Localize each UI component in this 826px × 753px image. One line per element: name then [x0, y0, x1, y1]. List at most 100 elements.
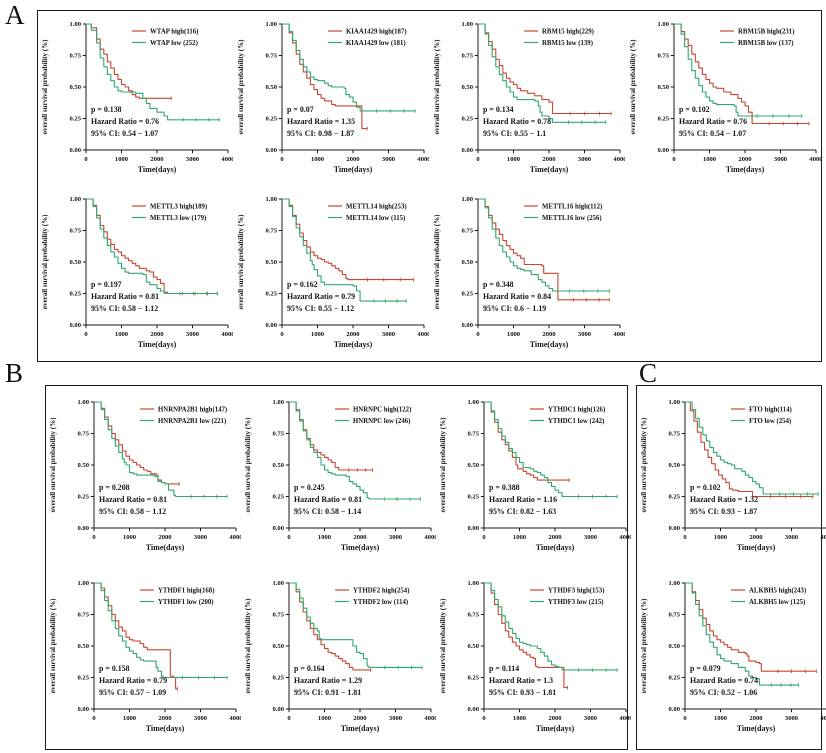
x-tick-label: 0: [92, 715, 96, 722]
y-tick-label: 1.00: [272, 399, 284, 406]
survival-curve-low: [685, 401, 819, 495]
y-axis-title: overall survival probability (%): [629, 38, 637, 134]
panel-label-c: C: [639, 358, 658, 388]
x-axis-title: Time(days): [725, 165, 764, 174]
y-tick-label: 0.75: [272, 430, 284, 437]
x-tick-label: 3000: [389, 534, 403, 541]
stats-annotation: p = 0.134: [483, 105, 514, 114]
panel-b-box: 1.00 0.75 0.50 0.25 0.00 0 1000 2000 3000 4000 Tim…: [45, 385, 631, 750]
survival-curve-high: [282, 197, 414, 280]
y-tick-label: 0.50: [467, 643, 479, 650]
x-tick-label: 0: [92, 534, 96, 541]
x-tick-label: 4000: [229, 715, 241, 722]
y-axis-title: overall survival probability (%): [640, 417, 648, 513]
x-axis-title: Time(days): [530, 340, 569, 349]
stats-annotation: p = 0.138: [91, 105, 122, 114]
y-tick-label: 0.25: [461, 290, 473, 297]
y-tick-label: 0.75: [461, 227, 473, 234]
stats-annotation: Hazard Ratio = 0.78: [483, 117, 551, 126]
x-tick-label: 3000: [578, 331, 592, 338]
legend-label-high: ALKBH5 high(243): [749, 588, 806, 595]
legend-label-low: YTHDC1 low (242): [548, 418, 604, 425]
y-tick-label: 0.25: [266, 115, 278, 122]
survival-curve-high: [484, 582, 568, 689]
subplot-KIAA1429: 1.00 0.75 0.50 0.25 0.00 0 1000 2000 3000 4000 Tim…: [234, 11, 430, 186]
km-plot-YTHDF2: 1.00 0.75 0.50 0.25 0.000 1000 2000 3000 4000 Tim…: [244, 580, 436, 733]
x-axis-title: Time(days): [138, 165, 177, 174]
stats-annotation: Hazard Ratio = 1.35: [287, 117, 355, 126]
legend-label-low: METTL14 low (115): [346, 214, 405, 221]
km-plot-HNRNPC: 1.00 0.75 0.50 0.25 0.000 1000 2000 3000 4000 Tim…: [244, 399, 436, 552]
y-tick-label: 0.50: [272, 462, 284, 469]
y-tick-label: 0.25: [272, 675, 284, 682]
y-axis-title: overall survival probability (%): [41, 213, 49, 309]
y-tick-label: 0.50: [266, 84, 278, 91]
y-tick-label: 0.00: [272, 525, 284, 532]
x-tick-label: 2000: [158, 534, 172, 541]
y-axis-title: overall survival probability (%): [49, 598, 57, 694]
legend-label-high: KIAA1429 high(187): [346, 28, 407, 35]
km-plot-HNRNPA2B1: 1.00 0.75 0.50 0.25 0.000 1000 2000 3000 4000 Tim…: [49, 399, 241, 552]
km-plot-KIAA1429: 1.00 0.75 0.50 0.25 0.000 1000 2000 3000 4000 Tim…: [237, 21, 430, 174]
survival-curve-low: [477, 197, 610, 292]
x-tick-label: 4000: [613, 331, 625, 338]
km-plot-ALKBH5: 1.00 0.75 0.50 0.25 0.000 1000 2000 3000 4000 Tim…: [640, 580, 826, 733]
subplot-METTL3: 1.00 0.75 0.50 0.25 0.00 0 1000 2000 3000 4000 Tim…: [38, 186, 234, 361]
stats-annotation: 95% CI: 0.93 − 1.81: [489, 688, 556, 697]
survival-curve-low: [289, 401, 421, 500]
stats-annotation: 95% CI: 0.55 − 1.1: [483, 129, 546, 138]
survival-curve-high: [289, 401, 373, 471]
stats-annotation: p = 0.102: [690, 483, 721, 492]
x-tick-label: 3000: [785, 534, 799, 541]
y-tick-label: 0.75: [668, 430, 680, 437]
x-tick-label: 2000: [353, 534, 367, 541]
stats-annotation: p = 0.348: [483, 280, 514, 289]
x-tick-label: 1000: [115, 156, 129, 163]
x-tick-label: 4000: [222, 156, 234, 163]
y-tick-label: 0.25: [461, 115, 473, 122]
stats-annotation: Hazard Ratio = 1.32: [690, 495, 758, 504]
legend-label-high: HNRNPA2B1 high(147): [158, 406, 227, 413]
y-tick-label: 0.50: [266, 259, 278, 266]
x-axis-title: Time(days): [146, 543, 185, 552]
y-tick-label: 1.00: [70, 196, 82, 203]
y-tick-label: 0.00: [266, 322, 278, 329]
legend-label-high: HNRNPC high(122): [353, 406, 411, 413]
y-tick-label: 0.50: [657, 84, 669, 91]
survival-curve-low: [86, 22, 220, 120]
y-tick-label: 0.50: [77, 462, 89, 469]
legend-label-low: METTL3 low (179): [150, 214, 206, 221]
stats-annotation: 95% CI: 0.58 − 1.14: [294, 507, 361, 516]
legend-label-low: WTAP low (252): [150, 39, 198, 46]
x-tick-label: 3000: [389, 715, 403, 722]
x-tick-label: 4000: [229, 534, 241, 541]
km-plot-METTL14: 1.00 0.75 0.50 0.25 0.000 1000 2000 3000 4000 Tim…: [237, 196, 429, 349]
legend-label-low: ALKBH5 low (125): [749, 599, 805, 606]
legend-label-low: FTO low (254): [749, 418, 791, 425]
km-plot-RBM15B: 1.00 0.75 0.50 0.25 0.000 1000 2000 3000 4000 Tim…: [629, 21, 821, 174]
x-tick-label: 4000: [820, 534, 826, 541]
y-tick-label: 0.75: [70, 52, 82, 59]
x-tick-label: 3000: [382, 331, 396, 338]
y-tick-label: 1.00: [668, 580, 680, 587]
y-tick-label: 1.00: [467, 580, 479, 587]
y-tick-label: 0.75: [657, 52, 669, 59]
y-tick-label: 0.75: [467, 430, 479, 437]
y-tick-label: 1.00: [461, 196, 473, 203]
x-axis-title: Time(days): [737, 543, 776, 552]
x-tick-label: 4000: [418, 156, 430, 163]
x-tick-label: 1000: [714, 715, 728, 722]
legend-label-high: RBM15B high(231): [738, 28, 794, 35]
legend-label-low: YTHDF3 low (215): [548, 599, 604, 606]
stats-annotation: 95% CI: 0.98 − 1.87: [287, 129, 354, 138]
x-axis-title: Time(days): [146, 724, 185, 733]
subplot-METTL14: 1.00 0.75 0.50 0.25 0.00 0 1000 2000 3000 4000 Tim…: [234, 186, 430, 361]
legend-label-low: YTHDF1 low (200): [158, 599, 214, 606]
x-tick-label: 4000: [619, 534, 631, 541]
stats-annotation: Hazard Ratio = 0.79: [99, 676, 167, 685]
stats-annotation: Hazard Ratio = 1.29: [294, 676, 362, 685]
y-tick-label: 0.00: [272, 706, 284, 713]
x-tick-label: 2000: [353, 715, 367, 722]
y-axis-title: overall survival probability (%): [439, 598, 447, 694]
x-tick-label: 3000: [578, 156, 592, 163]
